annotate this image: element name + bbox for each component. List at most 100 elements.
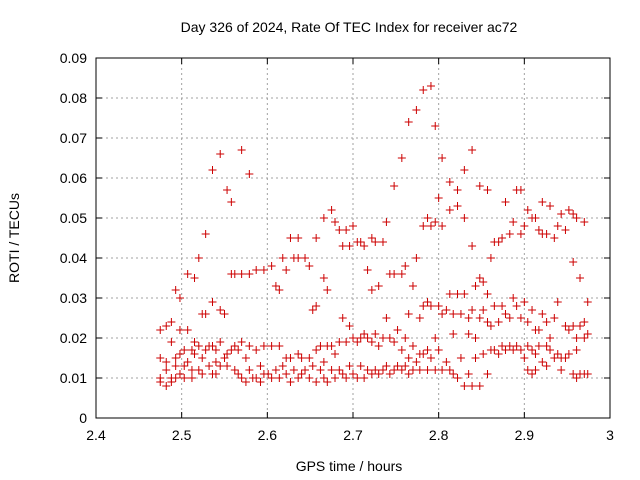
data-point [183,326,192,334]
data-point [286,378,295,386]
data-point [580,318,589,326]
data-point [294,234,303,242]
data-point [201,346,210,354]
data-point [583,330,592,338]
grid [96,58,610,418]
data-point [363,334,372,342]
data-point [460,166,469,174]
data-point [171,374,180,382]
data-point [371,238,380,246]
data-point [494,350,503,358]
data-point [319,358,328,366]
data-point [397,366,406,374]
data-point [230,270,239,278]
data-point [331,374,340,382]
data-point [580,334,589,342]
data-point [397,346,406,354]
data-point [382,314,391,322]
data-point [426,302,435,310]
data-point [208,342,217,350]
data-point [256,362,265,370]
data-point [275,342,284,350]
x-tick-label: 2.6 [258,427,278,443]
data-point [445,178,454,186]
data-point [431,366,440,374]
data-point [374,342,383,350]
data-point [356,362,365,370]
data-point [486,254,495,262]
data-point [275,374,284,382]
data-point [256,378,265,386]
y-tick-label: 0.08 [60,90,87,106]
data-point [553,298,562,306]
data-point [227,198,236,206]
data-point [576,274,585,282]
data-point [194,254,203,262]
data-point [245,342,254,350]
data-point [175,370,184,378]
data-point [171,286,180,294]
data-point [572,214,581,222]
data-point [360,374,369,382]
data-point [542,230,551,238]
data-point [557,366,566,374]
data-point [237,146,246,154]
data-point [319,274,328,282]
data-point [305,374,314,382]
x-tick-label: 2.9 [515,427,535,443]
data-point [286,234,295,242]
data-point [312,234,321,242]
data-point [423,346,432,354]
data-point [475,182,484,190]
data-point [180,362,189,370]
data-point [216,362,225,370]
y-tick-label: 0.04 [60,250,87,266]
data-point [223,350,232,358]
x-ticks: 2.4 2.5 2.6 2.7 2.8 2.9 3 [86,58,614,443]
data-point [282,266,291,274]
data-point [342,338,351,346]
data-point [538,310,547,318]
data-point [569,210,578,218]
data-point [194,342,203,350]
data-point [323,286,332,294]
data-point [468,242,477,250]
data-point [434,194,443,202]
data-point [550,354,559,362]
data-point [190,338,199,346]
data-point [356,238,365,246]
data-point [408,342,417,350]
data-point [453,290,462,298]
data-point [356,334,365,342]
data-point [331,350,340,358]
data-point [245,270,254,278]
data-point [271,366,280,374]
data-point [509,346,518,354]
data-point [564,350,573,358]
data-point [227,346,236,354]
data-point [208,166,217,174]
data-point [390,270,399,278]
data-point [546,202,555,210]
data-point [505,230,514,238]
data-point [501,310,510,318]
data-point [479,306,488,314]
data-point [390,182,399,190]
data-point [363,366,372,374]
data-point [453,374,462,382]
data-point [468,382,477,390]
data-point [245,366,254,374]
data-point [230,342,239,350]
x-tick-label: 2.8 [429,427,449,443]
data-point [360,330,369,338]
data-point [475,274,484,282]
data-point [456,310,465,318]
data-point [171,354,180,362]
data-point [479,350,488,358]
data-point [426,354,435,362]
data-point [223,362,232,370]
data-point [426,82,435,90]
data-point [194,366,203,374]
data-point [426,222,435,230]
data-points [156,82,592,390]
